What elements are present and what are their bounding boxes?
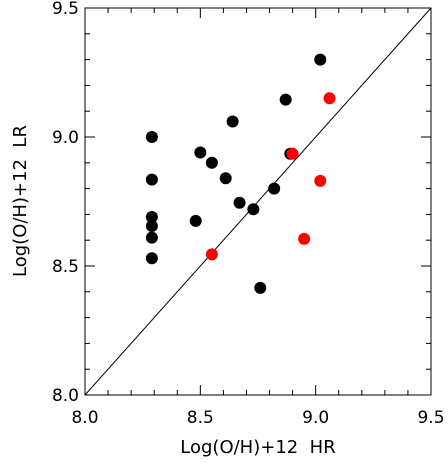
black-data-point xyxy=(145,252,158,265)
black-data-point xyxy=(219,172,232,185)
x-tick-label: 9.5 xyxy=(417,408,444,428)
plot-frame xyxy=(84,7,432,396)
red-data-point xyxy=(286,147,299,160)
black-data-point xyxy=(279,93,292,106)
black-data-point xyxy=(254,281,267,294)
red-data-point xyxy=(314,174,327,187)
red-data-point xyxy=(298,232,311,245)
y-tick-label: 8.5 xyxy=(52,257,79,277)
x-tick-label: 9.0 xyxy=(302,408,329,428)
y-tick-label: 9.0 xyxy=(52,128,79,148)
x-tick-labels: 8.0 8.5 9.0 9.5 xyxy=(71,408,444,428)
black-data-point xyxy=(247,203,260,216)
black-data-point xyxy=(268,182,281,195)
x-tick-label: 8.0 xyxy=(71,408,98,428)
black-data-point xyxy=(226,115,239,128)
red-data-point xyxy=(205,248,218,261)
x-axis-title: Log(O/H)+12 HR xyxy=(180,437,335,458)
black-data-point xyxy=(145,210,158,223)
black-data-point xyxy=(145,220,158,233)
y-axis-title: Log(O/H)+12 LR xyxy=(10,125,31,277)
black-data-point xyxy=(194,146,207,159)
axis-ticks xyxy=(84,7,432,396)
black-data-point xyxy=(233,196,246,209)
y-tick-label: 8.0 xyxy=(52,386,79,406)
y-tick-label: 9.5 xyxy=(52,0,79,19)
black-data-point xyxy=(145,231,158,244)
red-data-point xyxy=(323,92,336,105)
black-data-point xyxy=(314,53,327,66)
black-data-point xyxy=(145,173,158,186)
data-points xyxy=(145,53,336,294)
black-data-point xyxy=(189,214,202,227)
black-data-point xyxy=(205,156,218,169)
black-data-point xyxy=(145,131,158,143)
identity-line xyxy=(84,7,432,396)
x-tick-label: 8.5 xyxy=(187,408,214,428)
y-tick-labels: 8.0 8.5 9.0 9.5 xyxy=(52,0,79,406)
